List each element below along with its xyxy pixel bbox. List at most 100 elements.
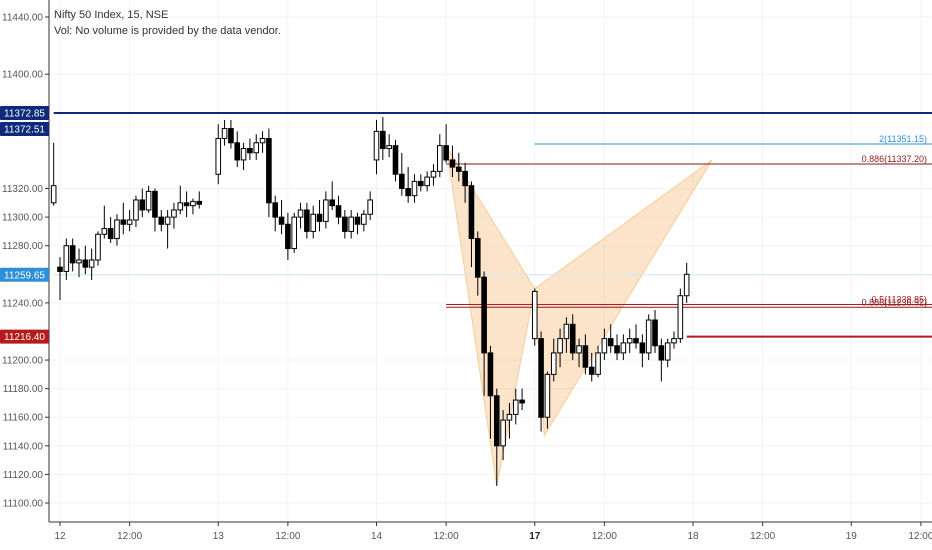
candle[interactable] xyxy=(228,119,234,149)
candle[interactable] xyxy=(633,324,639,349)
candle[interactable] xyxy=(285,212,291,260)
candle[interactable] xyxy=(512,388,519,425)
candle[interactable] xyxy=(557,328,563,368)
candle[interactable] xyxy=(240,142,247,170)
candle[interactable] xyxy=(266,128,272,218)
candle[interactable] xyxy=(107,217,114,243)
candle[interactable] xyxy=(399,152,405,196)
candle[interactable] xyxy=(139,188,146,218)
candle[interactable] xyxy=(639,334,646,368)
candle[interactable] xyxy=(430,164,437,186)
candle[interactable] xyxy=(614,334,620,361)
candle[interactable] xyxy=(531,288,538,346)
candle[interactable] xyxy=(500,410,506,461)
candle[interactable] xyxy=(215,124,222,185)
candle[interactable] xyxy=(278,199,285,235)
candle[interactable] xyxy=(69,238,76,272)
candle[interactable] xyxy=(418,174,424,192)
candle[interactable] xyxy=(253,134,260,160)
candle[interactable] xyxy=(544,371,551,429)
candle[interactable] xyxy=(291,212,298,253)
candle[interactable] xyxy=(361,209,367,232)
candle[interactable] xyxy=(607,324,614,353)
candle[interactable] xyxy=(620,334,627,361)
candle[interactable] xyxy=(443,124,449,163)
candle[interactable] xyxy=(304,202,310,239)
candle[interactable] xyxy=(576,338,582,368)
candle[interactable] xyxy=(63,238,70,281)
candle[interactable] xyxy=(158,209,165,232)
candle[interactable] xyxy=(323,191,329,229)
candle[interactable] xyxy=(126,209,133,232)
candle[interactable] xyxy=(247,138,253,160)
candle[interactable] xyxy=(683,262,690,303)
candle[interactable] xyxy=(190,198,196,215)
candle[interactable] xyxy=(234,131,241,168)
candle[interactable] xyxy=(386,134,392,158)
candle[interactable] xyxy=(664,338,671,368)
candle[interactable] xyxy=(506,402,513,439)
candle[interactable] xyxy=(474,231,481,296)
candle[interactable] xyxy=(437,134,443,178)
candle[interactable] xyxy=(424,171,430,192)
candle[interactable] xyxy=(373,119,380,175)
candle[interactable] xyxy=(658,338,665,382)
candle[interactable] xyxy=(196,191,203,209)
candle[interactable] xyxy=(297,202,304,229)
harmonic-pattern-leg-1[interactable] xyxy=(445,145,536,486)
candle[interactable] xyxy=(88,248,95,281)
candle[interactable] xyxy=(411,174,418,203)
candle[interactable] xyxy=(405,167,411,203)
candle[interactable] xyxy=(588,352,595,382)
candle[interactable] xyxy=(462,162,468,203)
candle[interactable] xyxy=(677,288,684,343)
candle[interactable] xyxy=(493,388,500,486)
candle[interactable] xyxy=(164,209,171,249)
candle[interactable] xyxy=(120,202,127,235)
candle[interactable] xyxy=(342,209,348,239)
candle[interactable] xyxy=(133,195,139,228)
candle[interactable] xyxy=(329,181,335,210)
candle[interactable] xyxy=(316,199,323,232)
candle[interactable] xyxy=(519,388,525,411)
candle[interactable] xyxy=(538,331,544,432)
candle[interactable] xyxy=(449,145,456,178)
candle[interactable] xyxy=(221,119,228,146)
candle[interactable] xyxy=(652,310,658,353)
candle[interactable] xyxy=(671,331,677,349)
candle[interactable] xyxy=(145,185,152,213)
candle[interactable] xyxy=(550,338,557,382)
candle[interactable] xyxy=(183,191,190,218)
candle[interactable] xyxy=(487,345,494,439)
candle[interactable] xyxy=(101,205,108,239)
candle[interactable] xyxy=(481,271,487,396)
harmonic-pattern-leg-2[interactable] xyxy=(534,159,713,438)
candle[interactable] xyxy=(595,345,601,378)
candle[interactable] xyxy=(367,191,373,220)
candle[interactable] xyxy=(335,195,342,225)
candle[interactable] xyxy=(354,212,361,235)
candle[interactable] xyxy=(272,195,279,232)
candle[interactable] xyxy=(392,139,399,182)
candle[interactable] xyxy=(310,205,316,239)
candle[interactable] xyxy=(645,314,652,361)
candle[interactable] xyxy=(569,314,576,361)
candle[interactable] xyxy=(76,248,82,278)
candle[interactable] xyxy=(95,231,101,266)
candle[interactable] xyxy=(57,257,63,301)
candle[interactable] xyxy=(152,188,158,232)
candle[interactable] xyxy=(259,131,266,153)
candle[interactable] xyxy=(601,328,608,361)
candle[interactable] xyxy=(582,334,589,375)
candle[interactable] xyxy=(50,142,57,206)
candle[interactable] xyxy=(563,317,570,353)
candle[interactable] xyxy=(455,152,462,182)
candle[interactable] xyxy=(348,209,354,239)
candle[interactable] xyxy=(82,245,89,275)
candle[interactable] xyxy=(380,117,386,160)
candle[interactable] xyxy=(171,202,177,229)
candle[interactable] xyxy=(626,328,633,353)
candle[interactable] xyxy=(114,214,120,246)
candle[interactable] xyxy=(468,181,475,268)
